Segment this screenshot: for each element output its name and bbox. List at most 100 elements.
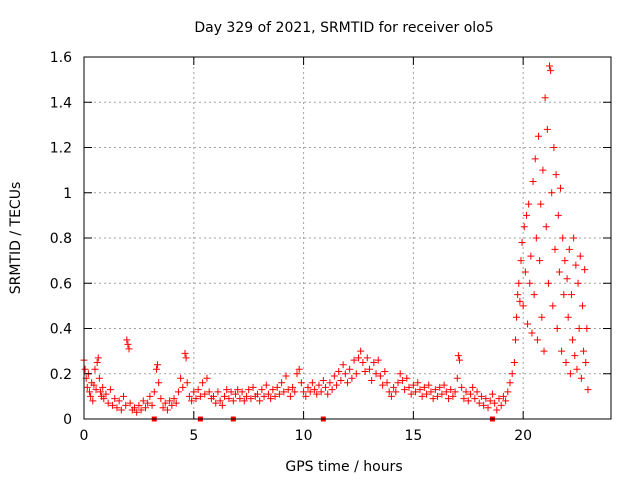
data-point [363, 354, 371, 362]
data-point [249, 383, 257, 391]
data-point [232, 390, 240, 398]
data-point [157, 395, 165, 403]
data-point [210, 392, 218, 400]
data-point [440, 381, 448, 389]
data-point [511, 336, 519, 344]
data-point [573, 365, 581, 373]
data-point [271, 392, 279, 400]
data-point [264, 390, 272, 398]
data-point [346, 365, 354, 373]
data-point [100, 395, 108, 403]
data-point [99, 383, 107, 391]
data-point [484, 404, 492, 412]
data-point [161, 399, 169, 407]
data-point [148, 401, 156, 409]
data-point [374, 356, 382, 364]
data-point [570, 234, 578, 242]
data-point [182, 354, 190, 362]
data-point [562, 358, 570, 366]
data-point [572, 261, 580, 269]
data-point [317, 388, 325, 396]
data-point [218, 401, 226, 409]
data-point [530, 291, 538, 299]
y-tick-label: 1.4 [50, 95, 72, 111]
data-point [491, 399, 499, 407]
data-point [359, 358, 367, 366]
data-point [455, 356, 463, 364]
data-point [493, 406, 501, 414]
data-point [111, 395, 119, 403]
data-point [304, 383, 312, 391]
data-point [541, 94, 549, 102]
data-point [560, 291, 568, 299]
data-point [533, 336, 541, 344]
data-point [482, 395, 490, 403]
data-point [458, 383, 466, 391]
data-point [528, 329, 536, 337]
data-point [183, 379, 191, 387]
data-point [518, 239, 526, 247]
data-point [311, 386, 319, 394]
data-point [549, 302, 557, 310]
data-point [181, 349, 189, 357]
data-point [502, 397, 510, 405]
y-tick-label: 0.6 [50, 276, 72, 292]
data-point [212, 399, 220, 407]
data-point [133, 408, 141, 416]
data-point [337, 377, 345, 385]
data-point [339, 361, 347, 369]
data-point [580, 347, 588, 355]
data-point [582, 358, 590, 366]
data-point [466, 390, 474, 398]
data-point [104, 399, 112, 407]
y-tick-label: 0 [63, 412, 72, 428]
data-point [297, 379, 305, 387]
data-point [436, 383, 444, 391]
data-point [368, 377, 376, 385]
data-point [284, 386, 292, 394]
data-point [383, 379, 391, 387]
data-point [543, 125, 551, 133]
data-point [93, 358, 101, 366]
data-point [453, 374, 461, 382]
data-point [499, 392, 507, 400]
data-point [571, 352, 579, 360]
data-point [92, 386, 100, 394]
data-point [445, 395, 453, 403]
data-point [286, 392, 294, 400]
data-point [506, 379, 514, 387]
data-point [205, 388, 213, 396]
data-point [291, 388, 299, 396]
data-point [352, 370, 360, 378]
data-point [234, 386, 242, 394]
data-point [185, 392, 193, 400]
data-point [260, 392, 268, 400]
data-point [434, 392, 442, 400]
data-point [135, 401, 143, 409]
data-point [223, 386, 231, 394]
x-tick-label: 15 [404, 428, 422, 444]
data-point [152, 365, 160, 373]
data-point [515, 279, 523, 287]
data-point [370, 358, 378, 366]
data-point [546, 62, 554, 70]
data-point [574, 279, 582, 287]
data-point [425, 381, 433, 389]
data-point [350, 356, 358, 364]
data-point [106, 386, 114, 394]
data-point [170, 395, 178, 403]
data-point [447, 386, 455, 394]
data-point [583, 325, 591, 332]
data-point [531, 155, 539, 163]
data-point [190, 388, 198, 396]
data-point [137, 406, 145, 414]
data-point [556, 184, 564, 192]
data-point [566, 370, 574, 378]
data-point [302, 392, 310, 400]
data-point [390, 383, 398, 391]
data-point [462, 388, 470, 396]
data-point [480, 401, 488, 409]
data-point [409, 381, 417, 389]
